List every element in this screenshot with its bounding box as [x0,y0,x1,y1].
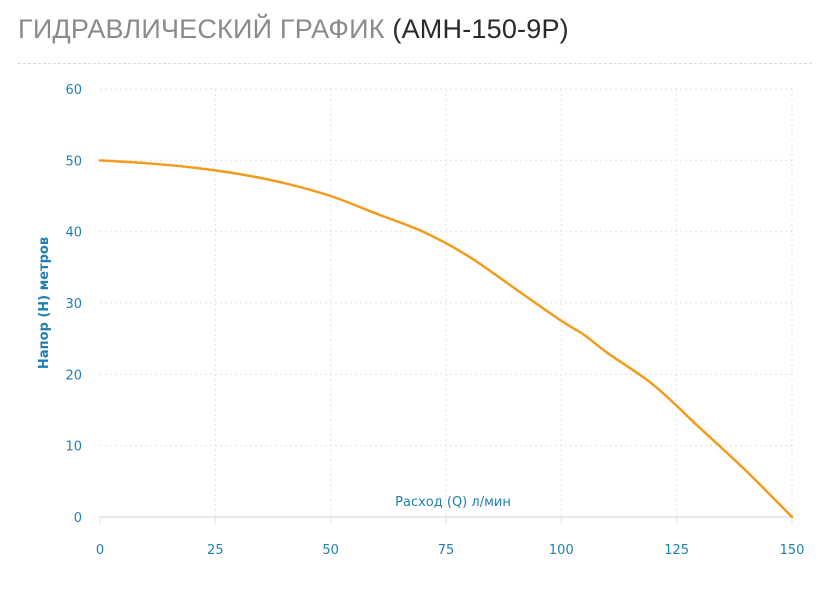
x-tick-labels: 0 25 50 75 100 125 150 [96,543,805,558]
x-tick-label: 50 [322,543,339,558]
series-curve [98,159,794,519]
y-tick-label: 50 [65,154,82,169]
x-tick-label: 0 [96,543,104,558]
axis-lines [99,516,793,524]
page-title-main: ГИДРАВЛИЧЕСКИЙ ГРАФИК [18,14,385,44]
page-title: ГИДРАВЛИЧЕСКИЙ ГРАФИК (АМН-150-9Р) [18,14,569,45]
grid-lines [100,88,793,517]
y-tick-label: 30 [65,297,82,312]
y-tick-label: 0 [74,511,82,526]
title-divider [18,63,812,64]
x-tick-label: 125 [664,543,689,558]
x-tick-label: 75 [438,543,455,558]
y-tick-label: 10 [65,440,82,455]
y-tick-label: 20 [65,368,82,383]
x-tick-label: 150 [780,543,805,558]
x-axis-label: Расход (Q) л/мин [395,495,511,510]
y-tick-label: 60 [65,83,82,98]
y-tick-labels: 0 10 20 30 40 50 60 [65,83,82,526]
x-tick-label: 25 [207,543,224,558]
page-title-model: (АМН-150-9Р) [392,14,569,44]
x-tick-label: 100 [549,543,574,558]
y-axis-label: Напор (H) метров [37,237,52,369]
y-tick-label: 40 [65,226,82,241]
